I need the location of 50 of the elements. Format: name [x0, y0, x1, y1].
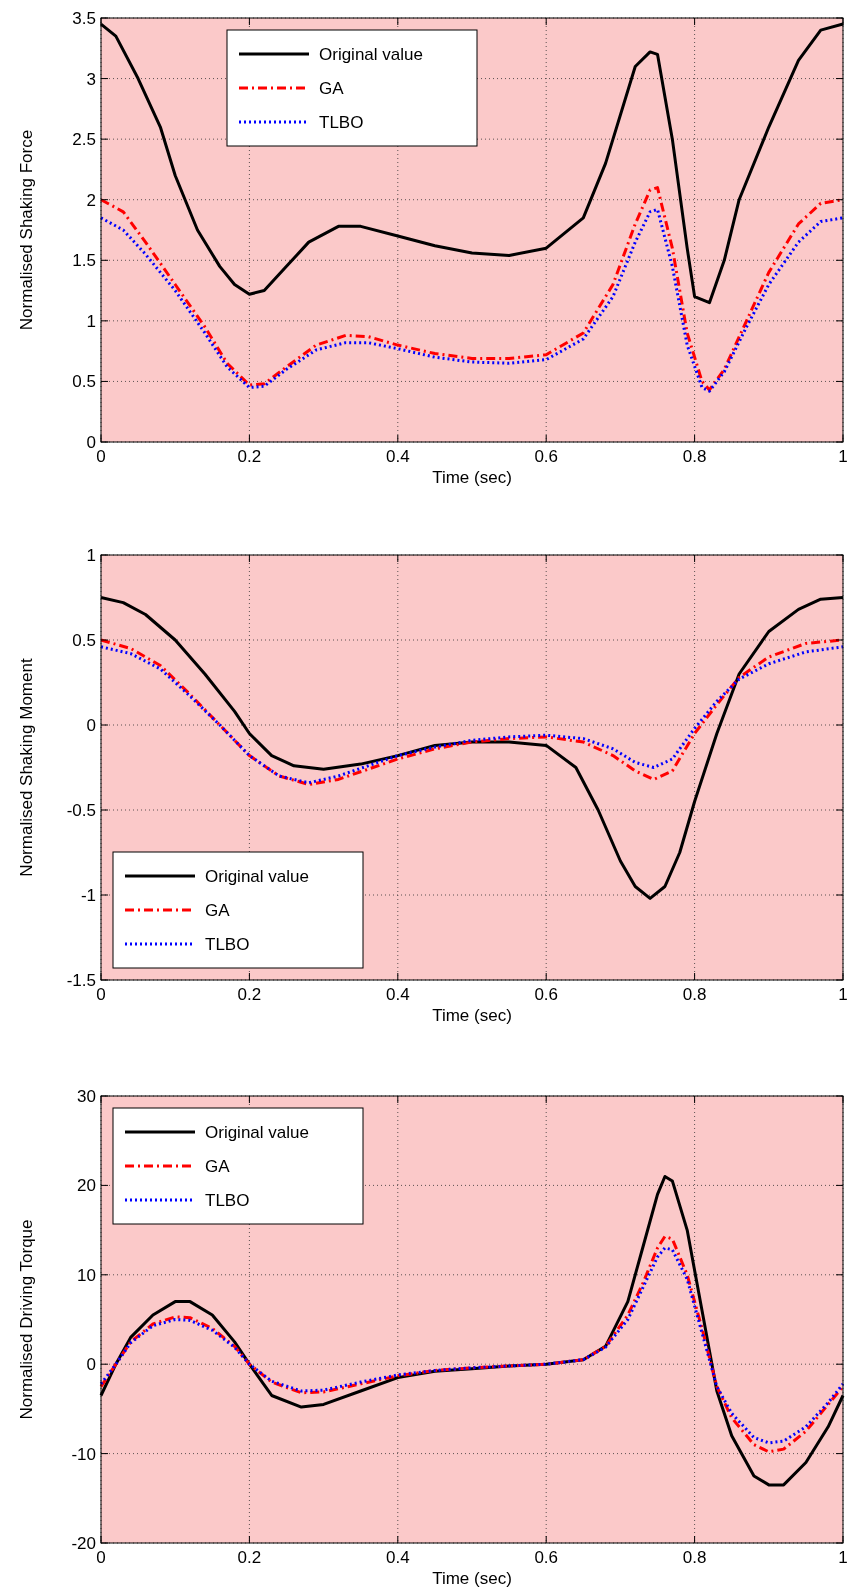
x-tick-label: 0.4 — [385, 985, 410, 1004]
y-axis-title: Normalised Driving Torque — [17, 1219, 36, 1420]
y-tick-label: 0 — [86, 433, 96, 452]
x-tick-label: 1 — [838, 1548, 848, 1567]
legend-label: TLBO — [205, 935, 250, 954]
x-tick-label: 0.6 — [534, 1548, 559, 1567]
x-tick-label: 0.2 — [237, 1548, 262, 1567]
y-tick-label: -1 — [80, 886, 96, 905]
y-tick-label: 0.5 — [72, 631, 96, 650]
legend-label: GA — [205, 1157, 231, 1176]
x-tick-label: 0.2 — [237, 985, 262, 1004]
legend-label: GA — [319, 79, 345, 98]
legend-label: Original value — [205, 1123, 309, 1142]
y-tick-label: 3.5 — [72, 9, 96, 28]
y-axis-title: Normalised Shaking Force — [17, 129, 36, 331]
y-tick-label: 0 — [86, 1355, 96, 1375]
y-tick-label: -10 — [71, 1444, 96, 1464]
y-tick-label: 30 — [77, 1087, 96, 1106]
y-tick-label: 10 — [77, 1265, 96, 1285]
x-tick-label: 0.8 — [682, 985, 707, 1004]
y-tick-label: 1.5 — [72, 251, 96, 271]
x-axis-title: Time (sec) — [432, 1006, 512, 1025]
x-tick-label: 0.6 — [534, 447, 559, 466]
x-tick-label: 1 — [838, 447, 848, 466]
y-tick-label: 1 — [86, 311, 96, 331]
x-tick-label: 0.4 — [385, 447, 410, 466]
legend-label: Original value — [205, 867, 309, 886]
y-tick-label: 2.5 — [72, 130, 96, 150]
y-tick-label: 2 — [86, 190, 96, 210]
y-tick-label: 0 — [86, 716, 96, 735]
x-tick-label: 0.2 — [237, 447, 262, 466]
x-tick-label: 0.4 — [385, 1548, 410, 1567]
y-tick-label: -0.5 — [66, 801, 96, 820]
legend-label: TLBO — [205, 1191, 250, 1210]
y-tick-label: 3 — [86, 69, 96, 89]
y-tick-label: 20 — [77, 1176, 96, 1196]
legend-label: GA — [205, 901, 231, 920]
y-axis-title: Normalised Shaking Moment — [17, 658, 36, 877]
x-tick-label: 0.8 — [682, 1548, 707, 1567]
x-tick-label: 0.8 — [682, 447, 707, 466]
x-tick-label: 0.6 — [534, 985, 559, 1004]
x-axis-title: Time (sec) — [432, 1569, 512, 1588]
y-tick-label: 0.5 — [72, 372, 96, 392]
legend-label: Original value — [319, 45, 423, 64]
x-tick-label: 1 — [838, 985, 848, 1004]
legend-label: TLBO — [319, 113, 364, 132]
y-tick-label: -20 — [71, 1534, 96, 1553]
y-tick-label: 1 — [86, 546, 96, 565]
x-axis-title: Time (sec) — [432, 468, 512, 487]
y-tick-label: -1.5 — [66, 971, 96, 990]
